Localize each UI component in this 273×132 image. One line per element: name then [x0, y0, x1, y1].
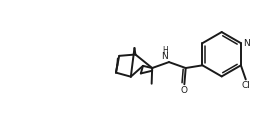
Text: H: H	[162, 46, 168, 55]
Text: N: N	[243, 39, 250, 48]
Text: N: N	[161, 52, 168, 61]
Text: Cl: Cl	[241, 81, 250, 90]
Text: O: O	[181, 86, 188, 95]
